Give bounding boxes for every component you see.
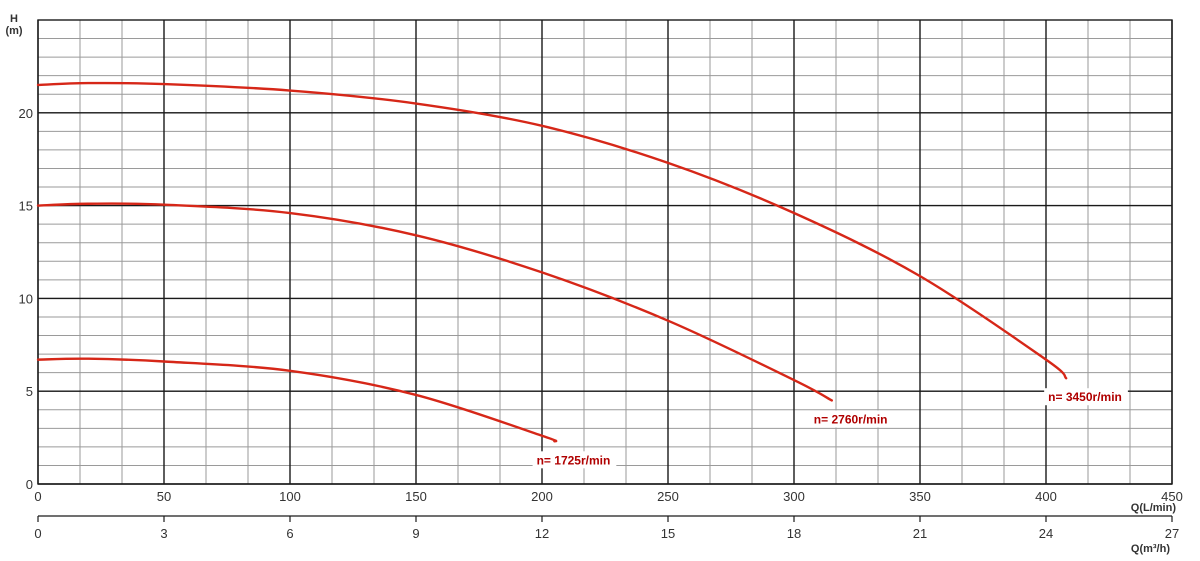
x2-tick-label: 24 [1039, 526, 1053, 541]
x2-tick-label: 15 [661, 526, 675, 541]
y-tick-label: 5 [26, 384, 33, 399]
x-tick-label: 400 [1035, 489, 1057, 504]
x-axis-title: Q(L/min) [1131, 502, 1177, 514]
x2-tick-label: 6 [286, 526, 293, 541]
x2-tick-label: 12 [535, 526, 549, 541]
x-tick-label: 450 [1161, 489, 1183, 504]
x2-tick-label: 27 [1165, 526, 1179, 541]
series-line [36, 202, 833, 402]
x2-tick-label: 3 [160, 526, 167, 541]
x-tick-label: 350 [909, 489, 931, 504]
x-tick-label: 100 [279, 489, 301, 504]
y-axis-title-unit: (m) [5, 25, 22, 37]
x-tick-label: 150 [405, 489, 427, 504]
x2-tick-label: 21 [913, 526, 927, 541]
x2-tick-label: 18 [787, 526, 801, 541]
curve-label: n= 2760r/min [814, 412, 888, 426]
curve-label-background [809, 410, 894, 428]
x-tick-label: 0 [34, 489, 41, 504]
y-tick-label: 20 [19, 106, 33, 121]
x2-tick-label: 9 [412, 526, 419, 541]
y-tick-label: 0 [26, 477, 33, 492]
curve-labels: n= 3450r/min n= 2760r/min n= 1725r/min [532, 388, 1128, 469]
curve-label-background [1044, 388, 1128, 406]
x-tick-label: 200 [531, 489, 553, 504]
series-line [36, 81, 1068, 380]
curves [36, 81, 1068, 443]
x-tick-label: 250 [657, 489, 679, 504]
y-tick-label: 15 [19, 199, 33, 214]
plot-frame [37, 19, 1173, 485]
curve-label-background [532, 451, 617, 469]
minor-grid [37, 19, 1173, 485]
curve-label: n= 3450r/min [1048, 390, 1122, 404]
y-axis-title-h: H [10, 13, 18, 25]
series-line [36, 357, 558, 443]
major-grid [37, 19, 1173, 522]
x2-axis-title: Q(m³/h) [1131, 543, 1170, 555]
x-tick-label: 300 [783, 489, 805, 504]
x2-tick-label: 0 [34, 526, 41, 541]
curve-label: n= 1725r/min [537, 453, 611, 467]
x-tick-label: 50 [157, 489, 171, 504]
y-tick-label: 10 [19, 291, 33, 306]
